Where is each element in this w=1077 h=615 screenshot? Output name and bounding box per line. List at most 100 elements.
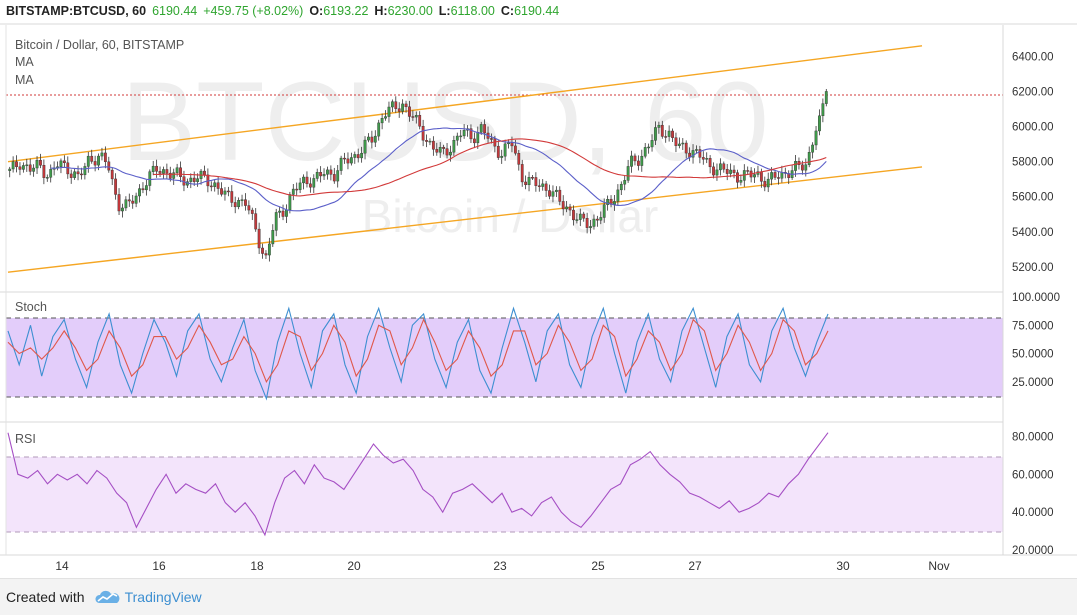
candle-body (794, 161, 797, 171)
stoch-d-line (7, 318, 829, 383)
candle-body (168, 172, 172, 179)
candle-body (343, 157, 346, 160)
candle-body (271, 230, 275, 245)
candle-body (671, 130, 674, 138)
candle-body (445, 148, 449, 156)
candle-body (196, 178, 200, 182)
candle-body (144, 185, 148, 191)
candle-body (110, 169, 114, 180)
candle-body (667, 130, 671, 137)
rsi-series-line (7, 432, 829, 537)
candle-body (654, 127, 657, 141)
candle-body (585, 218, 589, 228)
header-symbol-text: BITSTAMP:BTCUSD, 60 (6, 4, 146, 18)
candle-body (93, 161, 97, 166)
rsi-tick-label: 80.0000 (1012, 431, 1054, 443)
candle-body (572, 209, 575, 221)
candle-body (418, 115, 422, 127)
candle-body (336, 170, 340, 182)
candle-body (360, 152, 364, 159)
channel-lower-line (7, 166, 923, 273)
candle-body (602, 204, 606, 218)
header-close: 6190.44 (514, 4, 559, 18)
candle-body (373, 135, 377, 143)
time-tick-label: 20 (347, 559, 361, 573)
candle-body (281, 210, 285, 217)
candle-body (203, 170, 206, 176)
price-tick-label: 6000.00 (1012, 122, 1054, 134)
candle-body (715, 169, 719, 176)
candle-body (28, 164, 32, 172)
candle-body (274, 212, 278, 231)
candle-body (377, 122, 381, 137)
candle-body (408, 106, 411, 117)
price-tick-label: 5600.00 (1012, 192, 1054, 204)
candle-body (49, 169, 53, 178)
candle-body (725, 169, 729, 174)
candle-body (404, 103, 408, 108)
time-tick-label: 25 (591, 559, 605, 573)
candle-body (811, 144, 815, 153)
candle-body (633, 155, 637, 162)
candle-body (701, 157, 705, 160)
candle-body (394, 101, 398, 109)
candle-body (261, 247, 264, 254)
candle-body (329, 169, 333, 175)
candle-body (510, 142, 514, 147)
candle-body (21, 165, 25, 170)
header-high: 6230.00 (388, 4, 433, 18)
candle-body (650, 140, 654, 148)
candle-body (175, 167, 179, 173)
candle-body (616, 189, 620, 202)
candle-body (264, 253, 268, 256)
candle-body (804, 164, 808, 171)
header-bar (0, 0, 1077, 24)
candle-body (213, 182, 217, 187)
time-tick-label: 16 (152, 559, 166, 573)
stoch-tick-label: 100.0000 (1012, 292, 1060, 304)
candle-body (531, 177, 534, 179)
candle-body (541, 183, 545, 187)
candle-body (503, 143, 507, 157)
x-axis-labels: 14 16 18 20 23 25 27 30 Nov (55, 559, 949, 573)
candle-body (86, 155, 90, 167)
time-tick-label: 30 (836, 559, 850, 573)
time-tick-label: 23 (493, 559, 507, 573)
candle-body (97, 155, 100, 166)
rsi-tick-label: 20.0000 (1012, 545, 1054, 557)
candle-body (732, 169, 736, 173)
candle-body (647, 146, 651, 149)
candle-body (636, 160, 640, 166)
watermark-symbol: BTCUSD, 60 (121, 59, 768, 184)
candle-body (599, 217, 603, 221)
y-axis-labels: 5200.00 5400.00 5600.00 5800.00 6000.00 6200.… (1012, 51, 1060, 557)
candle-body (233, 202, 237, 208)
time-tick-label: 18 (250, 559, 264, 573)
header-high-label: H: (374, 4, 387, 18)
candle-body (155, 165, 159, 172)
chart-canvas[interactable]: BTCUSD, 60 Bitcoin / Dollar BITSTAMP:BTC… (0, 0, 1077, 578)
candle-body (708, 158, 712, 168)
tradingview-link[interactable]: TradingView (124, 589, 202, 605)
candle-body (384, 116, 387, 119)
candle-body (332, 174, 336, 182)
candle-body (537, 185, 541, 187)
candle-body (165, 169, 169, 174)
candle-body (397, 108, 401, 112)
candle-body (308, 183, 312, 188)
candle-body (520, 164, 524, 183)
rsi-tick-label: 60.0000 (1012, 469, 1054, 481)
candle-body (582, 213, 586, 219)
candle-body (127, 199, 131, 202)
candle-body (151, 165, 155, 172)
rsi-band (6, 457, 1003, 532)
candle-body (189, 177, 193, 182)
candle-body (623, 180, 627, 185)
candle-body (712, 166, 715, 176)
stoch-tick-label: 25.0000 (1012, 377, 1054, 389)
candle-body (643, 147, 647, 157)
candle-body (291, 188, 295, 195)
candle-body (131, 200, 135, 204)
candle-body (356, 154, 360, 159)
